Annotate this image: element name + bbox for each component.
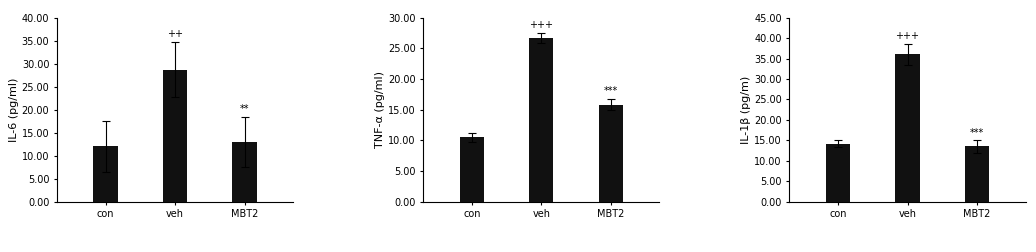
Bar — [599, 105, 623, 202]
Text: ++: ++ — [167, 29, 183, 39]
Text: **: ** — [240, 104, 250, 114]
Text: +++: +++ — [895, 32, 920, 41]
Bar — [529, 38, 553, 202]
Bar — [93, 146, 118, 202]
Y-axis label: TNF-α (pg/ml): TNF-α (pg/ml) — [375, 71, 385, 148]
Text: +++: +++ — [529, 20, 553, 30]
Bar — [965, 146, 989, 202]
Y-axis label: IL-1β (pg/m): IL-1β (pg/m) — [741, 76, 751, 144]
Bar — [826, 144, 851, 202]
Bar — [895, 54, 920, 202]
Text: ***: *** — [604, 86, 617, 97]
Text: ***: *** — [970, 128, 984, 138]
Bar — [232, 142, 257, 202]
Bar — [163, 70, 188, 202]
Y-axis label: IL-6 (pg/ml): IL-6 (pg/ml) — [9, 77, 19, 142]
Bar — [460, 137, 484, 202]
